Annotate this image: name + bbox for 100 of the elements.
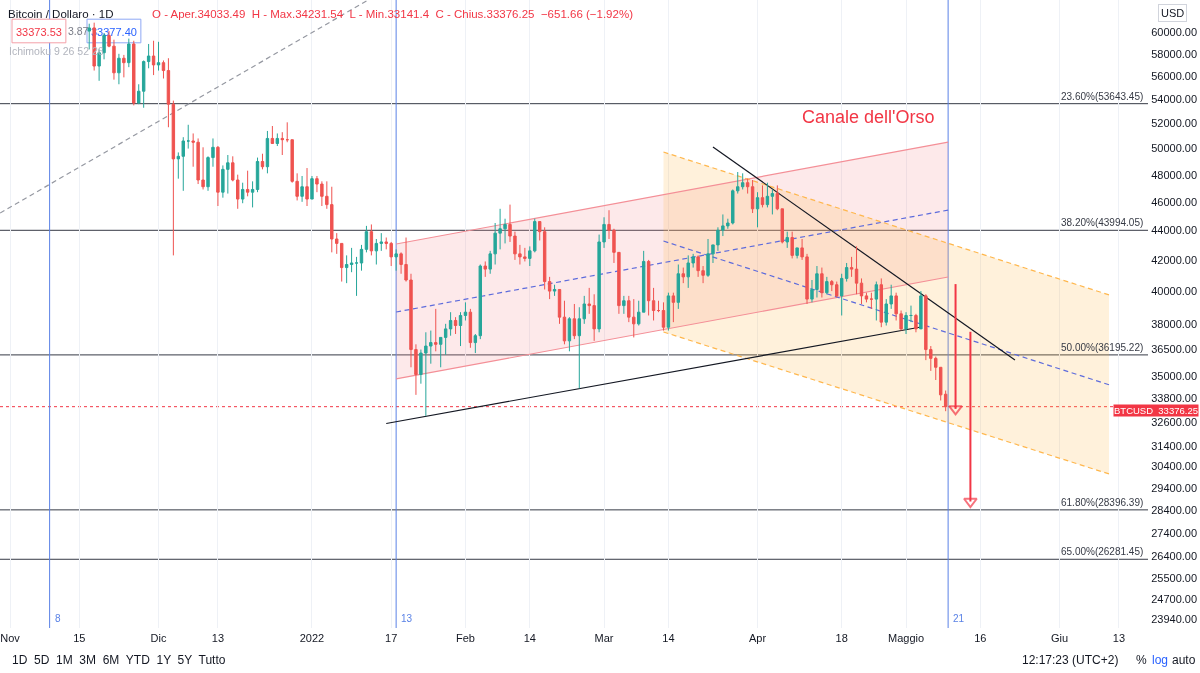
candlestick <box>562 300 567 345</box>
y-tick-label: 32600.00 <box>1151 415 1198 428</box>
candlestick <box>260 153 265 170</box>
candlestick <box>117 53 121 85</box>
y-tick-label: 54000.00 <box>1151 93 1198 106</box>
y-tick-label: 36500.00 <box>1151 343 1198 356</box>
x-tick-label: Maggio <box>888 632 925 645</box>
y-tick-label: 52000.00 <box>1151 117 1198 130</box>
candlestick <box>552 284 557 297</box>
y-tick-label: 40000.00 <box>1151 284 1198 297</box>
candlestick <box>483 260 487 278</box>
candlestick <box>790 231 794 259</box>
candlestick <box>151 40 156 76</box>
candlestick <box>770 188 775 215</box>
x-tick-label: Dic <box>150 632 167 645</box>
text: O - Aper.34033.49 H - Max.34231.54 L - Min.33141.4 C - Chius.33376.25 −651.66 (−1.92%) <box>152 8 634 20</box>
candlestick <box>825 276 829 295</box>
candlestick <box>656 300 661 313</box>
candlestick <box>394 248 398 272</box>
candlestick <box>572 303 577 340</box>
candlestick <box>463 301 468 321</box>
annotation: 33373.53 <box>15 26 62 38</box>
candlestick <box>904 311 908 335</box>
y-tick-label: 56000.00 <box>1151 70 1198 83</box>
ref-line-label: 65.00%(26281.45) <box>1061 546 1144 557</box>
text: 12:17:23 (UTC+2) <box>1022 653 1119 667</box>
candlestick <box>265 130 270 174</box>
ref-line-label: 61.80%(28396.39) <box>1061 497 1144 508</box>
y-tick-label: 24700.00 <box>1151 592 1198 605</box>
candlestick <box>300 175 304 203</box>
candlestick <box>646 259 651 316</box>
ref-line-label: 23.60%(53643.45) <box>1061 91 1144 102</box>
text: log <box>1152 653 1169 667</box>
candlestick <box>854 245 859 295</box>
text: USD <box>1161 7 1185 19</box>
candlestick <box>755 191 760 228</box>
candlestick <box>305 167 309 207</box>
candlestick <box>760 184 765 208</box>
y-tick-label: 23940.00 <box>1151 612 1198 625</box>
candlestick <box>216 145 220 207</box>
candlestick <box>666 292 671 332</box>
x-tick-label: Giu <box>1050 632 1069 645</box>
candlestick <box>240 182 245 204</box>
candlestick <box>874 281 879 321</box>
y-tick-label: 42000.00 <box>1151 253 1198 266</box>
text: 1D 5D 1M 3M 6M YTD 1Y 5Y Tutto <box>12 653 226 667</box>
candlestick <box>661 301 666 332</box>
candlestick <box>156 41 161 72</box>
candlestick <box>245 170 250 197</box>
ref-line-label: 8 <box>55 613 61 624</box>
ref-line-label: BTCUSD 33376.25 <box>1114 405 1198 416</box>
candlestick <box>681 267 685 284</box>
candlestick <box>250 180 255 208</box>
candlestick <box>280 131 284 156</box>
candlestick <box>849 256 854 278</box>
y-tick-label: 33800.00 <box>1151 392 1198 405</box>
candlestick <box>132 40 136 106</box>
y-tick-label: 46000.00 <box>1151 195 1198 208</box>
candlestick <box>310 175 314 200</box>
y-tick-label: 28400.00 <box>1151 503 1198 516</box>
candlestick <box>369 223 374 256</box>
candlestick <box>275 132 280 147</box>
x-tick-label: Apr <box>748 632 767 645</box>
candlestick <box>171 100 176 256</box>
x-tick-label: 14 <box>523 632 536 645</box>
candlestick <box>354 256 359 297</box>
candlestick <box>186 124 190 150</box>
candlestick <box>127 38 131 68</box>
candlestick <box>285 121 289 143</box>
x-tick-label: 14 <box>662 632 675 645</box>
candlestick <box>864 292 869 303</box>
x-tick-label: 18 <box>835 632 848 645</box>
y-tick-label: 27400.00 <box>1151 526 1198 539</box>
y-tick-label: 50000.00 <box>1151 142 1198 155</box>
candlestick <box>795 247 799 259</box>
candlestick <box>557 288 562 325</box>
candlestick <box>785 231 789 249</box>
y-tick-label: 48000.00 <box>1151 168 1198 181</box>
x-tick-label: Feb <box>455 632 475 645</box>
x-tick-label: Nov <box>0 632 21 645</box>
y-tick-label: 30400.00 <box>1151 460 1198 473</box>
candlestick <box>453 316 458 335</box>
candlestick <box>87 23 91 50</box>
text: auto <box>1172 653 1196 667</box>
candlestick <box>869 292 874 310</box>
candlestick <box>567 316 572 352</box>
candlestick <box>122 54 126 78</box>
y-tick-label: 29400.00 <box>1151 481 1198 494</box>
candlestick <box>166 57 171 128</box>
candlestick <box>676 264 681 310</box>
candlestick <box>359 244 364 272</box>
candlestick <box>879 277 883 328</box>
candlestick <box>740 172 745 190</box>
x-tick-label: 16 <box>974 632 987 645</box>
y-tick-label: 25500.00 <box>1151 572 1198 585</box>
candlestick <box>919 290 923 330</box>
x-tick-label: 2022 <box>299 632 325 645</box>
candlestick <box>458 311 463 347</box>
candlestick <box>859 277 864 305</box>
candlestick <box>622 295 626 315</box>
